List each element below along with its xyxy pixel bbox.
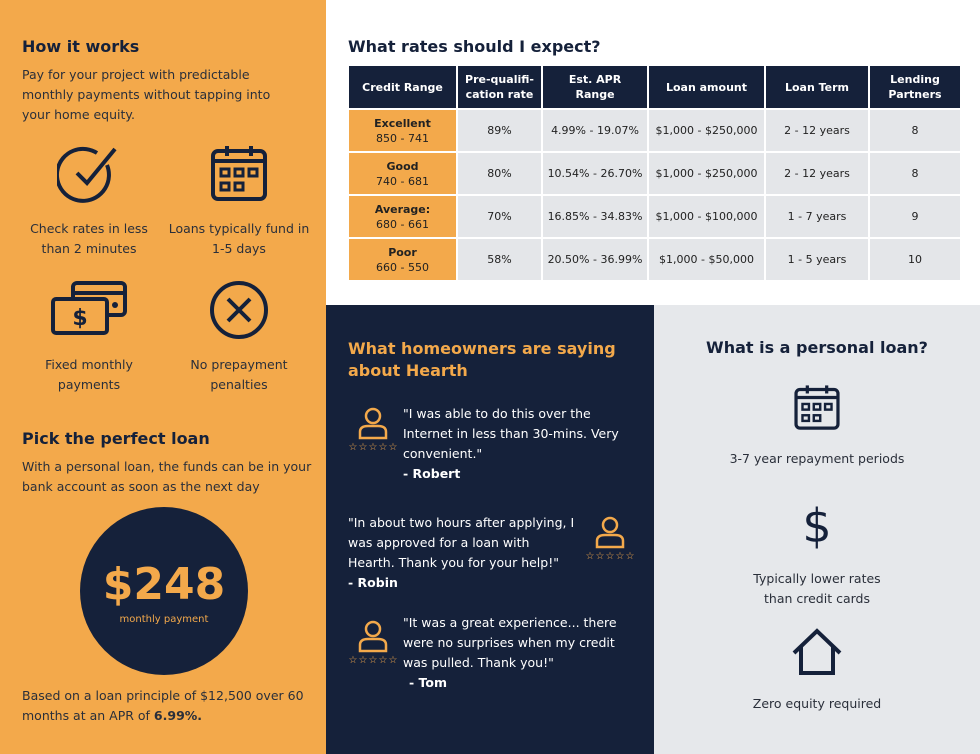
svg-text:☆: ☆ [369,442,378,452]
payment-amount: $248 [102,559,226,610]
term-cell: 1 - 5 years [766,239,868,280]
credit-range-cell: Poor 660 - 550 [349,239,456,280]
partners-cell: 8 [870,110,960,151]
prequal-cell: 89% [458,110,541,151]
rate-row: Average: 680 - 661 70% 16.85% - 34.83% $1,00… [349,196,960,237]
svg-text:$: $ [72,306,87,331]
pick-loan-desc: With a personal loan, the funds can be i… [22,459,312,494]
amount-cell: $1,000 - $50,000 [649,239,764,280]
rates-title: What rates should I expect? [348,37,601,56]
loan-footnote: Based on a loan principle of $12,500 ove… [22,688,304,723]
svg-text:☆: ☆ [379,655,388,665]
check-circle-icon [57,146,117,203]
svg-text:☆: ☆ [606,551,615,561]
svg-text:☆: ☆ [596,551,605,561]
amount-cell: $1,000 - $250,000 [649,110,764,151]
col-term: Loan Term [766,66,868,108]
payment-label: monthly payment [119,614,209,625]
calendar-icon [211,146,267,201]
personal-loan-title: What is a personal loan? [706,338,928,357]
col-prequal: Pre-qualifi-cation rate [458,66,541,108]
testimonials-title: What homeowners are saying about Hearth [348,339,616,380]
reviewer-avatar-icon: ☆ ☆ ☆ ☆ ☆ [349,407,398,452]
col-partners: Lending Partners [870,66,960,108]
partners-cell: 10 [870,239,960,280]
feature-no-penalties: No prepayment penalties [164,279,314,395]
rate-row: Excellent 850 - 741 89% 4.99% - 19.07% $1,00… [349,110,960,151]
x-circle-icon [210,281,268,339]
testimonial-robert: "I was able to do this over the Internet… [403,406,619,481]
svg-text:☆: ☆ [379,442,388,452]
svg-text:☆: ☆ [349,655,358,665]
credit-range-cell: Excellent 850 - 741 [349,110,456,151]
svg-text:☆: ☆ [359,655,368,665]
calendar-icon [794,385,840,430]
svg-text:☆: ☆ [359,442,368,452]
repayment-periods-text: 3-7 year repayment periods [729,451,905,466]
col-amount: Loan amount [649,66,764,108]
lower-rates-text: Typically lower rates than credit cards [753,571,881,606]
term-cell: 2 - 12 years [766,110,868,151]
personal-loan-panel: What is a personal loan? 3-7 year repaym… [654,305,980,754]
partners-cell: 9 [870,196,960,237]
rate-row: Poor 660 - 550 58% 20.50% - 36.99% $1,000 - … [349,239,960,280]
house-icon [792,628,842,675]
pick-loan-title: Pick the perfect loan [22,429,210,448]
apr-cell: 16.85% - 34.83% [543,196,647,237]
partners-cell: 8 [870,153,960,194]
credit-range-cell: Good 740 - 681 [349,153,456,194]
credit-range-cell: Average: 680 - 661 [349,196,456,237]
svg-text:☆: ☆ [369,655,378,665]
term-cell: 2 - 12 years [766,153,868,194]
col-credit-range: Credit Range [349,66,456,108]
svg-text:☆: ☆ [586,551,595,561]
how-it-works-desc: Pay for your project with predictable mo… [22,67,271,122]
cash-card-icon: $ [51,281,127,335]
feature-check-rates: Check rates in less than 2 minutes [14,143,164,259]
feature-fund-days: Loans typically fund in 1-5 days [164,143,314,259]
testimonials-panel: What homeowners are saying about Hearth [326,305,654,754]
term-cell: 1 - 7 years [766,196,868,237]
testimonial-robin: "In about two hours after applying, I wa… [348,515,575,590]
svg-text:☆: ☆ [626,551,635,561]
col-apr: Est. APR Range [543,66,647,108]
rates-table: Credit Range Pre-qualifi-cation rate Est… [347,64,962,282]
prequal-cell: 80% [458,153,541,194]
apr-cell: 10.54% - 26.70% [543,153,647,194]
testimonial-tom: "It was a great experience... there were… [403,615,617,690]
how-it-works-title: How it works [22,37,140,56]
svg-text:☆: ☆ [389,442,398,452]
apr-cell: 4.99% - 19.07% [543,110,647,151]
feature-fixed-payments: $ Fixed monthly payments [14,279,164,395]
prequal-cell: 70% [458,196,541,237]
dollar-icon: $ [802,499,832,553]
zero-equity-text: Zero equity required [752,696,882,711]
svg-text:☆: ☆ [389,655,398,665]
svg-text:☆: ☆ [349,442,358,452]
amount-cell: $1,000 - $250,000 [649,153,764,194]
reviewer-avatar-icon: ☆ ☆ ☆ ☆ ☆ [349,620,398,665]
amount-cell: $1,000 - $100,000 [649,196,764,237]
prequal-cell: 58% [458,239,541,280]
how-it-works-panel: How it works Pay for your project with p… [0,0,326,754]
rate-row: Good 740 - 681 80% 10.54% - 26.70% $1,000 - … [349,153,960,194]
monthly-payment-badge: $248 monthly payment [80,507,248,675]
svg-text:☆: ☆ [616,551,625,561]
reviewer-avatar-icon: ☆ ☆ ☆ ☆ ☆ [586,516,635,561]
apr-cell: 20.50% - 36.99% [543,239,647,280]
